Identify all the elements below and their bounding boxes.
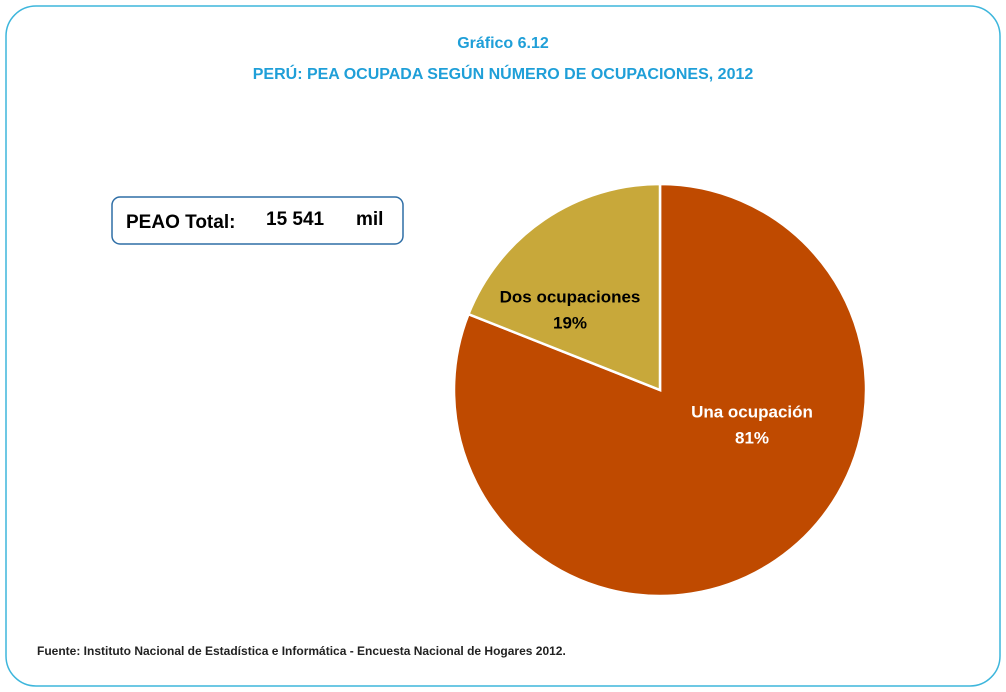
annotation-value: 15 541 [266,209,325,230]
slice-value-label: 81% [735,428,769,447]
source-note: Fuente: Instituto Nacional de Estadístic… [37,644,566,658]
slice-value-label: 19% [553,313,587,332]
chart-title: Gráfico 6.12 [457,35,549,52]
annotation-label: PEAO Total: [126,212,235,233]
annotation-box [111,196,404,245]
slice-label: Dos ocupaciones [500,287,641,306]
slice-label: Una ocupación [691,402,813,421]
chart-subtitle: PERÚ: PEA OCUPADA SEGÚN NÚMERO DE OCUPAC… [253,64,754,83]
annotation-unit: mil [356,209,383,230]
pie-slice [466,182,662,392]
